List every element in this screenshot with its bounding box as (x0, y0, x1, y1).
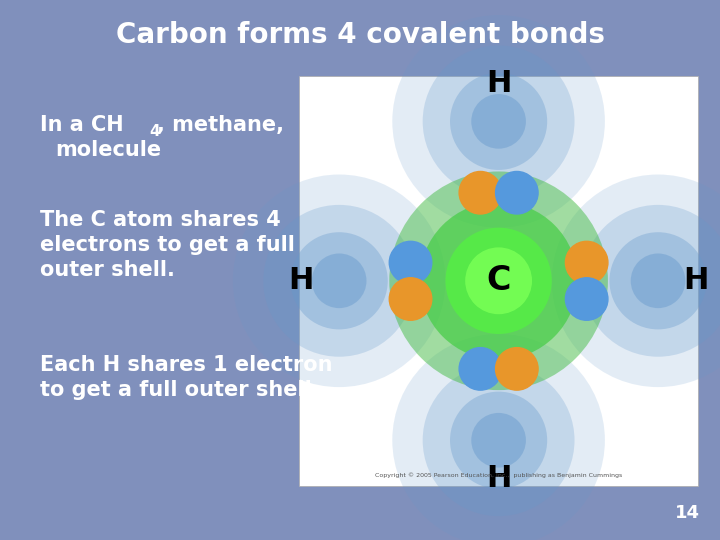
Ellipse shape (472, 94, 526, 148)
Ellipse shape (552, 174, 720, 387)
Text: Each H shares 1 electron: Each H shares 1 electron (40, 355, 333, 375)
Ellipse shape (392, 15, 605, 228)
Ellipse shape (465, 247, 532, 314)
Ellipse shape (609, 232, 706, 329)
Circle shape (390, 278, 432, 320)
Text: 4: 4 (149, 124, 160, 138)
Ellipse shape (233, 174, 446, 387)
Ellipse shape (291, 232, 388, 329)
Circle shape (565, 278, 608, 320)
Circle shape (459, 172, 502, 214)
Text: 14: 14 (675, 504, 700, 522)
Text: Copyright © 2005 Pearson Education, Inc.,  publishing as Benjamin Cummings: Copyright © 2005 Pearson Education, Inc.… (375, 472, 622, 478)
Circle shape (495, 172, 538, 214)
Ellipse shape (423, 364, 575, 516)
Ellipse shape (420, 202, 577, 360)
Ellipse shape (472, 413, 526, 468)
Ellipse shape (446, 228, 552, 334)
Circle shape (459, 348, 502, 390)
Circle shape (495, 348, 538, 390)
Ellipse shape (450, 73, 547, 170)
Text: H: H (486, 69, 511, 98)
Circle shape (390, 241, 432, 284)
Ellipse shape (312, 253, 366, 308)
Ellipse shape (264, 205, 415, 357)
Text: electrons to get a full: electrons to get a full (40, 235, 295, 255)
Text: Carbon forms 4 covalent bonds: Carbon forms 4 covalent bonds (115, 21, 605, 49)
Bar (299, 76, 698, 486)
Text: In a CH: In a CH (40, 115, 124, 135)
Ellipse shape (392, 334, 605, 540)
Text: C: C (486, 264, 511, 298)
Text: H: H (289, 266, 314, 295)
Text: , methane,: , methane, (157, 115, 284, 135)
Ellipse shape (450, 392, 547, 489)
Ellipse shape (582, 205, 720, 357)
Text: The C atom shares 4: The C atom shares 4 (40, 210, 281, 230)
Text: H: H (683, 266, 708, 295)
Ellipse shape (423, 45, 575, 197)
Text: outer shell.: outer shell. (40, 260, 175, 280)
Text: molecule: molecule (55, 140, 161, 160)
Ellipse shape (631, 253, 685, 308)
Text: H: H (486, 464, 511, 492)
Ellipse shape (390, 172, 608, 390)
Text: to get a full outer shell.: to get a full outer shell. (40, 380, 320, 400)
Circle shape (565, 241, 608, 284)
